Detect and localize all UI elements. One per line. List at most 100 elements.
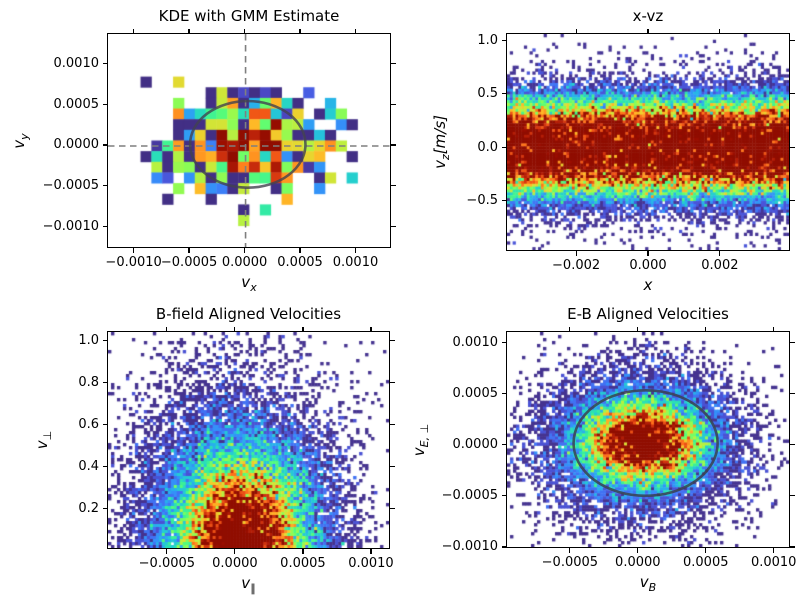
x-tick-mark <box>234 549 236 554</box>
y-tick-mark <box>391 144 396 146</box>
plot-title: B-field Aligned Velocities <box>155 305 342 323</box>
y-tick-mark <box>390 381 395 383</box>
y-tick-mark <box>790 200 795 202</box>
x-tick-mark <box>575 28 577 33</box>
x-tick-mark <box>719 28 721 33</box>
x-tick-mark <box>188 28 190 33</box>
x-tick-mark <box>773 326 775 331</box>
y-tick-label: 0.0000 <box>452 437 499 453</box>
y-tick-label: 0.0010 <box>53 55 100 71</box>
y-tick-mark <box>790 39 795 42</box>
y-tick-mark <box>391 62 396 64</box>
y-tick-label: 0.4 <box>78 458 99 474</box>
y-tick-label: 0.0005 <box>452 385 499 401</box>
y-tick-mark <box>102 423 107 425</box>
y-tick-mark <box>391 226 396 228</box>
y-tick-mark <box>390 465 395 467</box>
x-tick-mark <box>575 251 577 256</box>
plot-area <box>506 331 790 548</box>
x-tick-label: 0.0000 <box>615 555 661 570</box>
y-tick-mark <box>391 185 396 187</box>
histogram2d-canvas <box>108 332 389 548</box>
y-tick-mark <box>390 507 395 509</box>
x-tick-mark <box>299 248 301 253</box>
y-tick-mark <box>102 465 107 467</box>
plot-title: E-B Aligned Velocities <box>567 305 729 323</box>
x-tick-label: 0.0005 <box>683 555 729 570</box>
y-tick-mark <box>102 381 107 383</box>
y-tick-mark <box>501 39 506 42</box>
x-tick-mark <box>133 28 135 33</box>
x-tick-mark <box>354 248 357 253</box>
x-axis-label: v∥ <box>241 574 256 595</box>
plot-area <box>107 33 391 248</box>
y-tick-mark <box>790 495 795 497</box>
y-tick-mark <box>390 339 395 342</box>
y-tick-mark <box>390 423 395 425</box>
x-tick-mark <box>166 549 168 554</box>
y-tick-mark <box>790 146 795 148</box>
x-tick-mark <box>302 326 304 331</box>
y-tick-label: 0.0 <box>477 139 498 155</box>
x-tick-mark <box>370 549 372 554</box>
y-tick-label: −0.0005 <box>42 178 99 194</box>
x-tick-mark <box>166 326 168 331</box>
x-tick-label: 0.0010 <box>348 556 394 571</box>
y-tick-mark <box>102 144 107 146</box>
x-tick-label: −0.0005 <box>138 556 196 571</box>
x-tick-label: 0.000 <box>629 258 667 273</box>
y-tick-label: −0.0010 <box>42 219 99 235</box>
y-tick-label: 0.0005 <box>53 96 100 112</box>
y-axis-label: v⊥ <box>33 430 54 450</box>
y-tick-label: 0.0000 <box>53 137 100 153</box>
x-tick-mark <box>370 326 372 331</box>
x-axis-label: vB <box>639 573 657 594</box>
x-tick-mark <box>299 28 301 33</box>
y-tick-mark <box>501 200 506 202</box>
histogram2d-canvas <box>507 34 789 250</box>
plot-title: x-vz <box>632 7 664 25</box>
y-tick-label: 0.0010 <box>452 334 499 350</box>
y-tick-mark <box>391 103 396 105</box>
x-tick-mark <box>773 548 775 553</box>
y-tick-mark <box>501 93 506 95</box>
y-tick-mark <box>790 341 795 343</box>
x-tick-label: 0.0005 <box>277 255 323 270</box>
x-tick-mark <box>569 548 571 553</box>
y-tick-label: 0.5 <box>477 86 498 102</box>
x-tick-label: −0.0005 <box>160 255 218 270</box>
y-tick-mark <box>790 93 795 95</box>
x-tick-mark <box>705 326 707 331</box>
x-tick-mark <box>637 548 639 553</box>
y-tick-label: −0.0010 <box>441 539 498 555</box>
y-tick-label: −0.5 <box>466 193 498 209</box>
y-tick-mark <box>102 103 107 105</box>
x-tick-mark <box>354 28 357 33</box>
y-tick-mark <box>790 392 795 395</box>
y-tick-label: 1.0 <box>477 32 498 48</box>
y-tick-mark <box>790 546 795 548</box>
x-axis-label: x <box>643 276 653 294</box>
x-tick-label: 0.0010 <box>332 255 379 270</box>
x-tick-mark <box>647 251 649 256</box>
plot-area <box>506 33 790 251</box>
x-tick-label: −0.0010 <box>105 255 162 270</box>
x-tick-mark <box>719 251 721 256</box>
y-tick-mark <box>501 392 506 395</box>
histogram2d-canvas <box>507 332 789 547</box>
y-tick-label: 0.8 <box>78 374 99 390</box>
x-tick-label: 0.0000 <box>212 556 258 571</box>
x-tick-mark <box>133 248 135 253</box>
y-tick-label: 0.2 <box>78 500 99 516</box>
x-tick-mark <box>705 548 707 553</box>
y-tick-mark <box>501 341 506 343</box>
x-tick-mark <box>647 28 649 33</box>
y-tick-mark <box>102 226 107 228</box>
x-tick-label: 0.002 <box>701 258 739 273</box>
y-tick-mark <box>102 62 107 64</box>
x-axis-label: vx <box>241 273 257 294</box>
x-tick-label: 0.0005 <box>280 556 326 571</box>
y-tick-mark <box>501 546 506 548</box>
x-tick-mark <box>302 549 304 554</box>
